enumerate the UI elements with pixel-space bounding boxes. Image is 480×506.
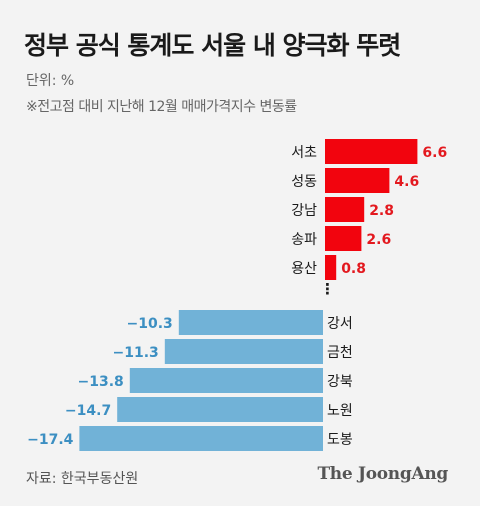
category-label: 성동 [291, 174, 317, 190]
ellipsis-mark: ⋮ [320, 280, 335, 298]
bar-용산 [325, 255, 337, 280]
value-label: −13.8 [78, 374, 124, 390]
bar-송파 [325, 226, 362, 251]
publisher-logo: The JoongAng [317, 464, 448, 484]
source-label: 자료: 한국부동산원 [26, 471, 139, 487]
value-label: 2.8 [369, 203, 394, 219]
bar-노원 [117, 397, 323, 422]
chart-title: 정부 공식 통계도 서울 내 양극화 뚜렷 [24, 31, 401, 60]
value-label: 2.6 [366, 232, 391, 248]
category-label: 금천 [327, 345, 353, 361]
value-label: −10.3 [127, 316, 173, 332]
bar-성동 [325, 168, 390, 193]
value-label: −14.7 [65, 403, 111, 419]
value-label: −17.4 [27, 432, 74, 448]
category-label: 용산 [291, 261, 317, 277]
chart-note: ※전고점 대비 지난해 12월 매매가격지수 변동률 [26, 99, 297, 115]
bar-도봉 [79, 426, 324, 451]
category-label: 도봉 [327, 432, 353, 448]
category-label: 강북 [327, 374, 353, 390]
value-label: 4.6 [394, 174, 419, 190]
category-label: 강남 [291, 203, 317, 219]
value-label: −11.3 [113, 345, 159, 361]
unit-label: 단위: % [26, 73, 75, 89]
bar-강남 [325, 197, 365, 222]
category-label: 강서 [327, 316, 353, 332]
bar-강북 [129, 368, 323, 393]
bar-chart: 서초 6.6 성동 4.6 강남 2.8 송파 2.6 용산 0.8 강서 −10.3 금천 −11.3 강… [27, 139, 447, 451]
value-label: 6.6 [422, 145, 447, 161]
bar-금천 [164, 339, 323, 364]
bar-강서 [178, 310, 323, 335]
value-label: 0.8 [341, 261, 366, 277]
category-label: 노원 [327, 403, 353, 419]
category-label: 서초 [291, 145, 317, 161]
bar-서초 [325, 139, 418, 164]
category-label: 송파 [291, 232, 317, 248]
